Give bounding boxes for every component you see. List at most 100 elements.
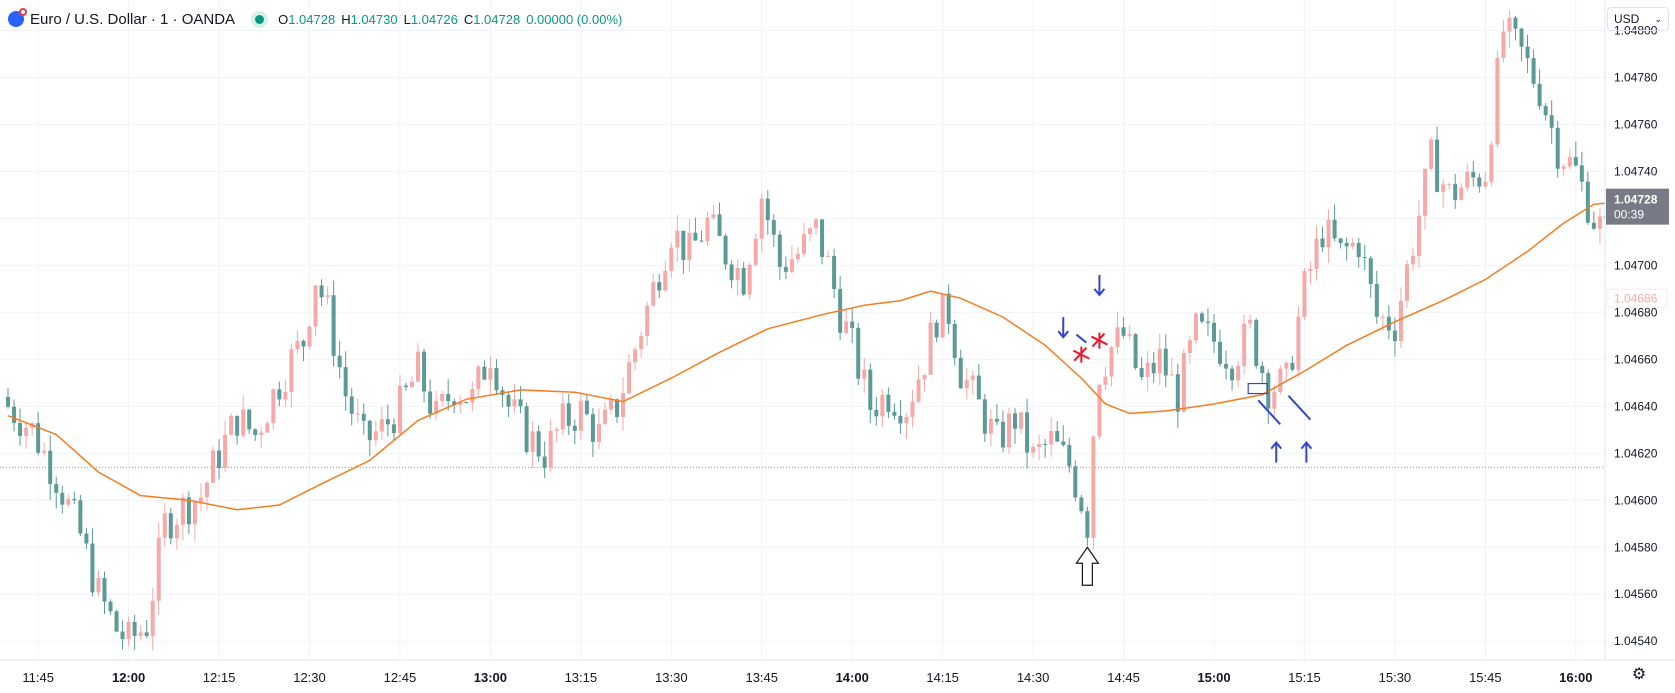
candle-body bbox=[1573, 157, 1578, 166]
candle-body bbox=[1410, 255, 1415, 265]
candle-body bbox=[976, 375, 981, 400]
candle-body bbox=[1254, 320, 1259, 366]
candle-body bbox=[1248, 320, 1253, 324]
candle-body bbox=[1199, 313, 1204, 322]
candle-body bbox=[440, 393, 445, 401]
candle-body bbox=[1272, 392, 1277, 409]
candle-body bbox=[1465, 171, 1470, 188]
countdown-label: 00:39 bbox=[1614, 208, 1644, 222]
candle-body bbox=[874, 409, 879, 417]
candle-body bbox=[832, 255, 837, 290]
gear-icon[interactable]: ⚙ bbox=[1631, 666, 1647, 683]
x-tick-label: 15:30 bbox=[1379, 670, 1412, 685]
candle-body bbox=[198, 497, 203, 502]
annotations bbox=[1057, 274, 1313, 586]
market-status-icon[interactable] bbox=[255, 14, 265, 24]
y-tick-label: 1.04740 bbox=[1614, 164, 1658, 178]
candle-body bbox=[1013, 413, 1018, 429]
candle-body bbox=[337, 355, 342, 368]
candle-body bbox=[277, 389, 282, 400]
candle-body bbox=[1151, 362, 1156, 374]
candle-body bbox=[422, 351, 427, 392]
candle-body bbox=[168, 513, 173, 539]
currency-selector[interactable]: USD ⌄ bbox=[1607, 7, 1669, 31]
candle-body bbox=[1513, 17, 1518, 29]
candle-body bbox=[988, 418, 993, 434]
candle-body bbox=[1037, 443, 1042, 448]
candle-body bbox=[410, 381, 415, 388]
candle-body bbox=[1567, 157, 1572, 167]
candle-body bbox=[1429, 139, 1434, 169]
x-tick-label: 13:45 bbox=[745, 670, 778, 685]
candle-body bbox=[711, 214, 716, 218]
candle-body bbox=[1006, 413, 1011, 448]
candle-body bbox=[542, 456, 547, 468]
price-axis[interactable]: 1.04540 1.04560 1.04580 1.04600 1.04620 1.046… bbox=[1604, 0, 1675, 693]
candle-body bbox=[1133, 334, 1138, 368]
candle-body bbox=[452, 401, 457, 406]
candle-body bbox=[1350, 242, 1355, 247]
candle-body bbox=[138, 632, 143, 636]
candle-body bbox=[186, 497, 191, 525]
candle-body bbox=[639, 336, 644, 350]
candle-body bbox=[566, 403, 571, 426]
candle-body bbox=[84, 533, 89, 544]
last-price-label: 1.04728 bbox=[1614, 193, 1658, 207]
candle-body bbox=[657, 282, 662, 291]
candle-body bbox=[1519, 28, 1524, 47]
candle-body bbox=[373, 431, 378, 441]
candle-body bbox=[446, 393, 451, 402]
candle-body bbox=[934, 322, 939, 338]
candle-body bbox=[1597, 216, 1602, 229]
candle-body bbox=[826, 255, 831, 257]
ma-price-badge bbox=[1606, 288, 1668, 308]
candle-body bbox=[1585, 181, 1590, 223]
x-tick-label: 15:45 bbox=[1469, 670, 1502, 685]
candle-body bbox=[1224, 363, 1229, 369]
candle-body bbox=[1212, 322, 1216, 342]
candle-body bbox=[584, 400, 589, 415]
candle-body bbox=[464, 402, 469, 404]
candle-body bbox=[994, 418, 999, 422]
candle-body bbox=[1187, 340, 1192, 354]
candle-body bbox=[42, 450, 47, 453]
x-tick-label: 13:00 bbox=[474, 670, 507, 685]
candle-body bbox=[916, 379, 921, 402]
hollow-up-arrow bbox=[1075, 546, 1100, 586]
x-tick-label: 16:00 bbox=[1559, 670, 1592, 685]
candle-body bbox=[1145, 362, 1150, 378]
candle-body bbox=[1169, 374, 1174, 376]
candle-body bbox=[1157, 348, 1162, 374]
candle-body bbox=[946, 293, 951, 324]
candle-body bbox=[506, 394, 511, 407]
candle-body bbox=[1296, 316, 1301, 370]
candle-body bbox=[108, 601, 113, 612]
candle-body bbox=[1230, 368, 1235, 381]
candle-body bbox=[795, 253, 800, 260]
candle-body bbox=[898, 415, 903, 424]
y-tick-label: 1.04620 bbox=[1614, 446, 1658, 460]
symbol-title[interactable]: Euro / U.S. Dollar · 1 · OANDA bbox=[30, 10, 236, 28]
candle-body bbox=[482, 366, 487, 380]
candle-body bbox=[771, 220, 776, 235]
candle-body bbox=[940, 293, 945, 338]
time-axis[interactable]: 11:45 12:00 12:15 12:30 12:45 13:00 13:15 13:30… bbox=[0, 659, 1675, 693]
red-cross-mark bbox=[1072, 346, 1090, 363]
candle-body bbox=[1242, 323, 1247, 367]
candle-body bbox=[229, 415, 234, 435]
candle-body bbox=[217, 450, 222, 468]
candle-body bbox=[1459, 187, 1464, 200]
ohlc-high: H1.04730 bbox=[341, 11, 398, 27]
candle-body bbox=[494, 368, 499, 391]
candle-body bbox=[192, 501, 197, 525]
candle-body bbox=[910, 401, 915, 417]
candle-body bbox=[1392, 330, 1397, 342]
x-tick-label: 11:45 bbox=[22, 670, 54, 685]
candle-body bbox=[1441, 184, 1446, 192]
candle-body bbox=[548, 430, 553, 468]
y-tick-label: 1.04580 bbox=[1614, 540, 1658, 554]
x-tick-label: 14:00 bbox=[836, 670, 869, 685]
candle-body bbox=[476, 366, 481, 390]
candle-body bbox=[1386, 316, 1391, 331]
